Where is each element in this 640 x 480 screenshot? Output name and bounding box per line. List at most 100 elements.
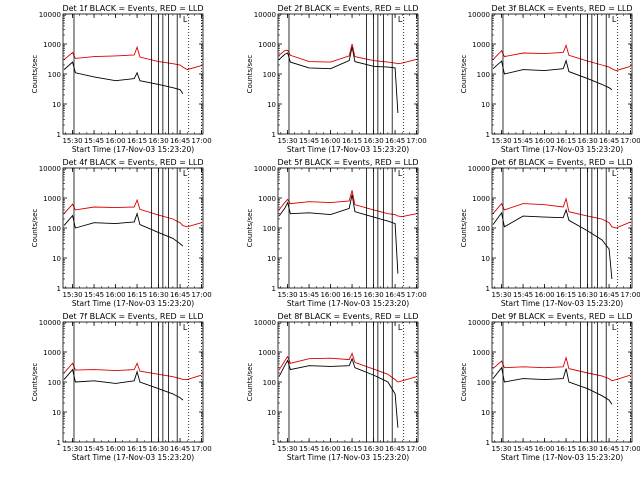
x-tick-label: 15:30 — [491, 445, 511, 453]
series-line-lld — [63, 362, 202, 381]
x-tick-label: 16:15 — [556, 291, 576, 299]
panel-det-8: Det 8f BLACK = Events, RED = LLD L 1 10 100 1… — [246, 312, 427, 462]
panel-det-9: Det 9f BLACK = Events, RED = LLD L 1 10 100 1… — [460, 312, 640, 462]
flag-mark: L — [183, 15, 188, 24]
y-tick-label: 100 — [263, 71, 276, 79]
y-axis-label: Counts/sec — [31, 209, 39, 248]
panel-title: Det 4f BLACK = Events, RED = LLD — [62, 158, 203, 167]
x-tick-label: 16:30 — [363, 291, 383, 299]
y-tick-label: 10 — [481, 409, 490, 417]
x-tick-label: 16:45 — [385, 445, 405, 453]
series-line-events — [278, 194, 399, 274]
series-line-events — [492, 208, 613, 280]
y-tick-label: 100 — [477, 225, 490, 233]
panel-title: Det 5f BLACK = Events, RED = LLD — [277, 158, 418, 167]
x-tick-label: 16:15 — [127, 291, 147, 299]
x-tick-label: 16:00 — [105, 445, 125, 453]
series-line-lld — [278, 43, 417, 65]
plot-frame — [277, 321, 419, 443]
panel-title: Det 3f BLACK = Events, RED = LLD — [491, 4, 632, 13]
x-axis-label: Start Time (17-Nov-03 15:23:20) — [501, 453, 623, 462]
y-tick-label: 10 — [267, 409, 276, 417]
x-tick-label: 16:45 — [385, 137, 405, 145]
panel-det-2: Det 2f BLACK = Events, RED = LLD L 1 10 100 1… — [246, 4, 427, 154]
y-tick-label: 10000 — [468, 319, 490, 327]
y-tick-label: 1 — [57, 439, 61, 447]
x-tick-label: 16:30 — [363, 445, 383, 453]
panel-det-3: Det 3f BLACK = Events, RED = LLD L 1 10 100 1… — [460, 4, 640, 154]
x-tick-label: 17:00 — [406, 291, 426, 299]
x-tick-label: 17:00 — [406, 445, 426, 453]
x-tick-label: 15:45 — [84, 291, 104, 299]
y-tick-label: 10000 — [254, 165, 276, 173]
series-line-events — [63, 212, 184, 247]
series-line-lld — [278, 190, 417, 218]
panel-det-7: Det 7f BLACK = Events, RED = LLD L 1 10 100 1… — [31, 312, 212, 462]
x-tick-label: 17:00 — [191, 445, 211, 453]
x-tick-label: 16:30 — [363, 137, 383, 145]
y-tick-label: 100 — [48, 71, 61, 79]
x-tick-label: 16:45 — [170, 445, 190, 453]
x-tick-label: 16:00 — [534, 291, 554, 299]
y-tick-label: 10 — [267, 101, 276, 109]
x-tick-label: 16:30 — [577, 445, 597, 453]
y-tick-label: 10000 — [468, 11, 490, 19]
series-line-events — [63, 368, 184, 401]
x-tick-label: 16:00 — [105, 137, 125, 145]
y-axis-label: Counts/sec — [246, 55, 254, 94]
panel-title: Det 8f BLACK = Events, RED = LLD — [277, 312, 418, 321]
x-axis-label: Start Time (17-Nov-03 15:23:20) — [72, 299, 194, 308]
y-tick-label: 10000 — [254, 319, 276, 327]
y-tick-label: 1 — [272, 131, 276, 139]
x-tick-label: 15:45 — [84, 137, 104, 145]
y-tick-label: 100 — [263, 225, 276, 233]
x-tick-label: 16:30 — [577, 137, 597, 145]
x-axis-label: Start Time (17-Nov-03 15:23:20) — [501, 299, 623, 308]
x-tick-label: 15:30 — [491, 291, 511, 299]
flag-mark: L — [398, 323, 403, 332]
x-tick-label: 15:30 — [277, 291, 297, 299]
y-tick-label: 100 — [263, 379, 276, 387]
flag-mark: L — [398, 15, 403, 24]
x-tick-label: 16:00 — [320, 137, 340, 145]
flag-mark: L — [183, 323, 188, 332]
series-line-lld — [278, 352, 417, 383]
panel-det-4: Det 4f BLACK = Events, RED = LLD L 1 10 100 1… — [31, 158, 212, 308]
y-axis-label: Counts/sec — [31, 55, 39, 94]
x-axis-label: Start Time (17-Nov-03 15:23:20) — [72, 453, 194, 462]
y-tick-label: 1000 — [43, 195, 61, 203]
x-tick-label: 16:15 — [342, 137, 362, 145]
y-axis-label: Counts/sec — [460, 209, 468, 248]
y-tick-label: 10 — [481, 255, 490, 263]
series-line-events — [278, 357, 399, 428]
panel-det-1: Det 1f BLACK = Events, RED = LLD L 1 10 100 1… — [31, 4, 212, 154]
x-tick-label: 16:00 — [320, 291, 340, 299]
x-tick-label: 16:15 — [127, 445, 147, 453]
y-tick-label: 100 — [48, 379, 61, 387]
panel-title: Det 6f BLACK = Events, RED = LLD — [491, 158, 632, 167]
series-line-lld — [492, 197, 631, 229]
y-tick-label: 10000 — [39, 319, 61, 327]
plot-frame — [62, 321, 204, 443]
x-tick-label: 17:00 — [620, 291, 640, 299]
plot-frame — [62, 167, 204, 289]
series-line-lld — [63, 45, 202, 71]
plot-frame — [277, 167, 419, 289]
y-axis-label: Counts/sec — [246, 209, 254, 248]
series-line-lld — [492, 355, 631, 382]
series-line-events — [278, 46, 399, 114]
y-tick-label: 1 — [272, 285, 276, 293]
x-tick-label: 16:00 — [320, 445, 340, 453]
x-tick-label: 15:30 — [62, 445, 82, 453]
y-tick-label: 10 — [52, 101, 61, 109]
x-tick-label: 17:00 — [620, 445, 640, 453]
x-tick-label: 16:45 — [599, 137, 619, 145]
x-tick-label: 15:45 — [299, 445, 319, 453]
series-line-events — [492, 366, 613, 405]
series-line-lld — [63, 198, 202, 228]
plot-frame — [277, 13, 419, 135]
flag-mark: L — [612, 323, 617, 332]
y-tick-label: 1 — [486, 285, 490, 293]
x-axis-label: Start Time (17-Nov-03 15:23:20) — [287, 453, 409, 462]
